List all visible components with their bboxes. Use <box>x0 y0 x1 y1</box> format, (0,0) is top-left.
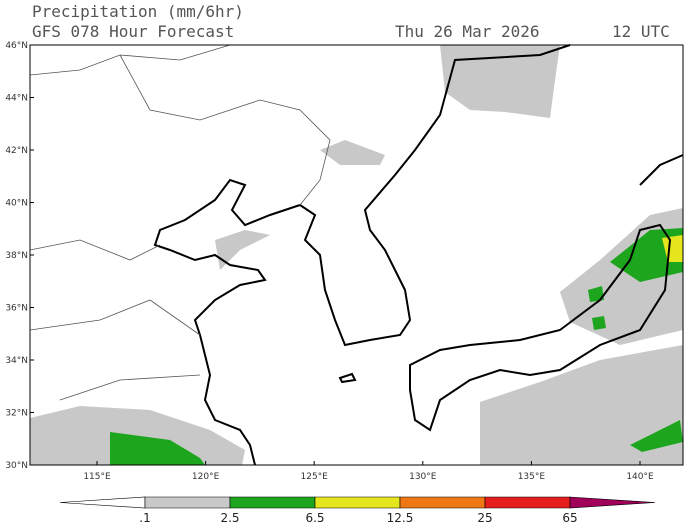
lon-label: 140°E <box>626 472 654 482</box>
colorbar-label: .1 <box>139 511 150 525</box>
colorbar-swatch <box>144 496 231 509</box>
lat-label: 36°N <box>5 304 28 314</box>
colorbar-label: 12.5 <box>387 511 414 525</box>
colorbar-label: 25 <box>477 511 492 525</box>
title: Precipitation (mm/6hr) <box>32 2 244 21</box>
colorbar-label: 2.5 <box>220 511 239 525</box>
colorbar-swatch <box>399 496 486 509</box>
colorbar-swatch <box>314 496 401 509</box>
lon-label: 135°E <box>518 472 546 482</box>
coastlines <box>153 44 684 466</box>
lat-label: 40°N <box>5 199 28 209</box>
precip <box>30 45 683 465</box>
subtitle: GFS 078 Hour Forecast <box>32 22 234 41</box>
colorbar-swatch <box>569 496 656 509</box>
lat-label: 30°N <box>5 461 28 471</box>
colorbar-swatch <box>484 496 571 509</box>
colorbar-swatch <box>229 496 316 509</box>
lon-label: 125°E <box>301 472 329 482</box>
date: Thu 26 Mar 2026 <box>395 22 540 41</box>
colorbar-label: 6.5 <box>305 511 324 525</box>
colorbar-label: 65 <box>562 511 577 525</box>
lon-label: 115°E <box>83 472 111 482</box>
lon-label: 120°E <box>192 472 220 482</box>
lat-label: 44°N <box>5 94 28 104</box>
time: 12 UTC <box>612 22 670 41</box>
lon-label: 130°E <box>409 472 437 482</box>
lat-label: 46°N <box>5 41 28 51</box>
borders <box>29 44 331 401</box>
lat-label: 32°N <box>5 409 28 419</box>
lat-label: 38°N <box>5 251 28 261</box>
lat-label: 34°N <box>5 356 28 366</box>
lat-label: 42°N <box>5 146 28 156</box>
colorbar-swatch <box>59 496 146 509</box>
